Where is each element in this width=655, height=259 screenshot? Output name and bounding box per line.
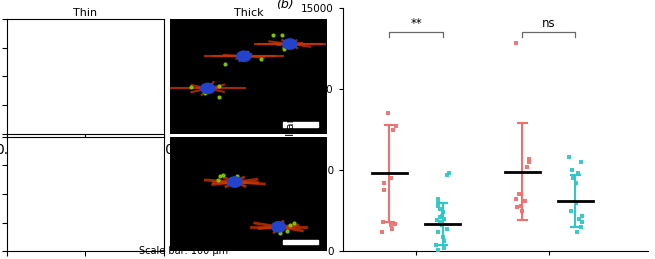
Point [439,246,449,250]
Point [388,127,398,132]
Point [439,217,449,221]
Text: Actin: Actin [13,115,35,124]
Point [391,124,402,128]
Point [519,199,530,203]
Bar [120,240,155,244]
Circle shape [24,189,39,199]
Point [571,181,581,185]
Point [444,171,455,175]
Point [524,160,534,164]
Point [432,248,443,252]
Point [377,230,388,234]
Point [434,220,445,224]
Point [576,220,587,224]
Circle shape [271,222,286,232]
Point [434,215,445,219]
Point [576,225,586,229]
Circle shape [236,51,251,61]
Circle shape [228,177,242,187]
Point [378,220,388,224]
Point [565,208,576,213]
Point [439,239,449,243]
Point [433,200,443,205]
Circle shape [73,56,88,66]
Point [511,41,521,46]
Text: **: ** [410,18,422,31]
Point [571,200,582,205]
Point [431,243,441,247]
Point [521,165,532,169]
Point [437,223,447,227]
Circle shape [48,68,63,78]
Point [577,213,588,218]
Point [386,223,396,227]
Point [567,176,578,180]
Text: Scale bar: 100 μm: Scale bar: 100 μm [138,246,228,256]
Text: (b): (b) [276,0,293,11]
Point [442,173,453,177]
Text: Vinculin: Vinculin [13,100,48,109]
Point [514,192,525,197]
Bar [283,240,318,244]
Point [517,208,527,213]
Point [379,181,390,185]
Point [441,226,452,231]
Point [436,213,447,218]
Bar [120,122,155,127]
Point [438,235,448,239]
Point [576,160,587,164]
Point [567,168,577,172]
Y-axis label: Single cell area (μm²): Single cell area (μm²) [286,69,295,190]
Point [516,204,527,208]
Text: DAPI: DAPI [13,85,33,95]
Point [512,205,522,210]
Point [434,207,445,211]
Circle shape [31,52,46,62]
Point [563,155,574,159]
Point [523,157,534,161]
Text: Thin: Thin [73,8,97,18]
Point [387,226,398,231]
Point [432,218,443,222]
Circle shape [283,39,297,49]
Point [438,210,448,214]
Text: Thick: Thick [234,8,263,18]
Point [436,221,446,226]
Point [572,230,582,234]
Point [574,217,585,221]
Point [383,111,393,115]
Circle shape [200,83,215,93]
Point [511,197,521,201]
Point [433,197,443,201]
Point [379,188,390,192]
Point [433,204,443,208]
Point [390,221,400,226]
Point [386,176,396,180]
Bar [283,122,318,127]
Circle shape [114,191,128,202]
Text: ns: ns [542,18,555,31]
Point [572,171,583,175]
Point [433,230,443,234]
